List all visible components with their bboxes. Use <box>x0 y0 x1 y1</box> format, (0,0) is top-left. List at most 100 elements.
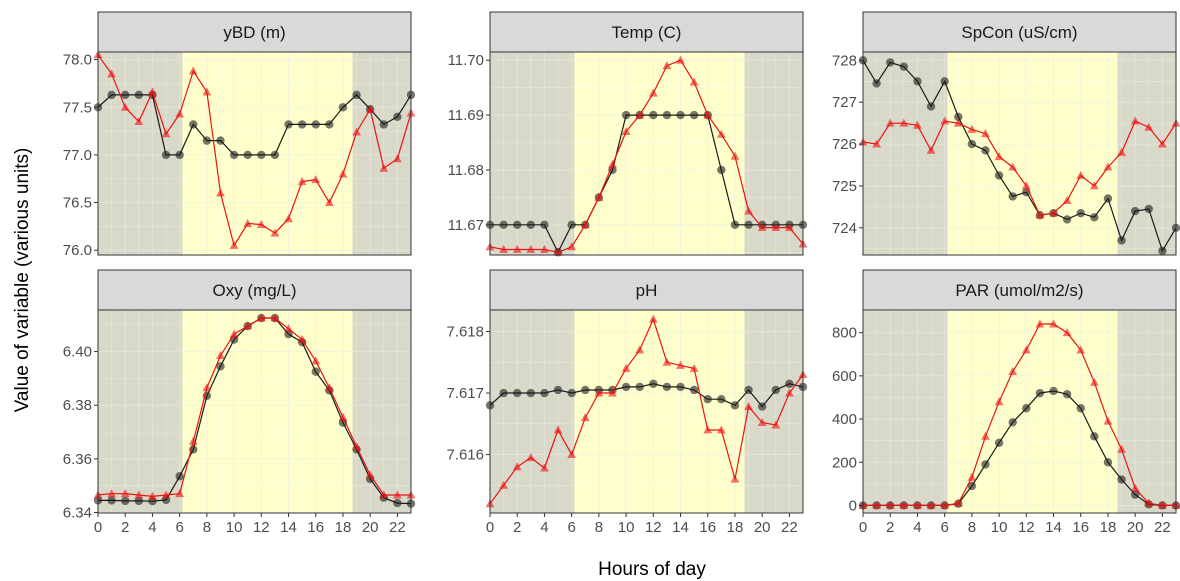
data-point <box>216 188 225 197</box>
x-tick-label: 22 <box>389 519 406 536</box>
x-tick-label: 2 <box>886 519 894 536</box>
data-point <box>256 219 266 228</box>
data-point <box>940 77 949 86</box>
data-point <box>981 431 990 440</box>
data-point <box>324 383 334 392</box>
data-point <box>717 394 726 404</box>
x-tick-label: 14 <box>672 519 689 536</box>
data-point <box>621 363 631 372</box>
y-tick-label: 800 <box>832 325 857 342</box>
data-point <box>1021 345 1031 354</box>
night-band <box>1117 52 1176 255</box>
y-tick-label: 6.38 <box>63 397 92 414</box>
data-point <box>243 218 253 227</box>
x-tick-label: 6 <box>567 519 575 536</box>
data-point <box>120 489 130 498</box>
y-tick-label: 11.69 <box>448 107 484 124</box>
x-tick-label: 8 <box>968 519 976 536</box>
data-point <box>899 118 909 127</box>
data-point <box>1144 122 1154 131</box>
data-point <box>703 394 712 404</box>
data-point <box>872 79 881 88</box>
data-point <box>1103 194 1113 203</box>
data-point <box>499 220 508 230</box>
data-point <box>270 228 280 237</box>
data-point <box>311 120 320 129</box>
data-point <box>121 90 130 100</box>
night-band <box>1117 310 1176 513</box>
data-point <box>676 55 685 64</box>
data-point <box>967 139 977 149</box>
data-point <box>608 388 617 397</box>
data-point <box>161 490 171 499</box>
data-point <box>188 436 198 445</box>
data-point <box>981 129 990 138</box>
x-tick-label: 12 <box>645 519 662 536</box>
data-point <box>594 388 604 397</box>
panel-title: Oxy (mg/L) <box>212 281 296 300</box>
data-point <box>189 120 198 129</box>
data-point <box>994 152 1004 161</box>
panel-border <box>489 309 804 514</box>
data-point <box>581 385 590 395</box>
data-point <box>662 110 672 120</box>
data-point <box>325 120 334 129</box>
data-point <box>1008 366 1018 375</box>
data-point <box>352 442 361 451</box>
data-point <box>1035 210 1045 219</box>
y-tick-label: 724 <box>832 220 857 237</box>
panel-strip <box>489 269 804 311</box>
data-point <box>499 244 508 253</box>
x-tick-label: 18 <box>727 519 744 536</box>
data-point <box>567 388 576 398</box>
y-tick-label: 78.0 <box>63 52 92 69</box>
panel-title: PAR (umol/m2/s) <box>955 281 1083 300</box>
data-point <box>757 402 767 411</box>
x-tick-label: 6 <box>940 519 948 536</box>
data-point <box>1090 213 1099 222</box>
data-point <box>297 120 307 129</box>
data-point <box>284 214 293 223</box>
y-tick-label: 6.40 <box>63 344 92 361</box>
data-point <box>1049 386 1058 396</box>
panel-title: Temp (C) <box>612 23 682 42</box>
data-point <box>940 500 950 509</box>
data-point <box>771 222 781 232</box>
data-point <box>913 120 922 129</box>
x-tick-label: 14 <box>1045 519 1062 536</box>
data-point <box>1035 388 1045 398</box>
data-point <box>107 496 116 505</box>
panel-strip <box>862 269 1177 311</box>
data-point <box>324 197 334 207</box>
night-band <box>352 52 411 255</box>
x-tick-label: 22 <box>1154 519 1171 536</box>
y-tick-label: 726 <box>832 136 857 153</box>
data-point <box>553 247 563 256</box>
data-point <box>229 150 239 160</box>
data-point <box>744 206 753 215</box>
y-tick-label: 200 <box>832 454 857 471</box>
data-point <box>967 124 977 133</box>
panel: Temp (C) 11.67 11.68 11.69 11.70 <box>448 11 808 257</box>
data-point <box>1062 390 1072 399</box>
data-point <box>284 120 293 129</box>
data-point <box>120 102 130 111</box>
data-point <box>526 388 536 398</box>
y-tick-label: 11.70 <box>448 52 484 69</box>
x-tick-label: 0 <box>859 519 867 536</box>
data-point <box>513 388 522 398</box>
data-point <box>1130 116 1140 125</box>
y-tick-label: 400 <box>832 411 857 428</box>
panel-strip <box>489 11 804 53</box>
data-point <box>567 220 576 230</box>
data-point <box>216 350 225 360</box>
data-point <box>134 496 144 506</box>
panel-border <box>97 309 412 514</box>
data-point <box>1130 206 1140 216</box>
data-point <box>1117 444 1126 453</box>
x-tick-label: 4 <box>148 519 156 536</box>
data-point <box>393 154 402 163</box>
panel: SpCon (uS/cm) 724 725 726 727 728 <box>832 11 1180 256</box>
y-tick-label: 725 <box>832 178 857 195</box>
x-tick-label: 16 <box>699 519 716 536</box>
